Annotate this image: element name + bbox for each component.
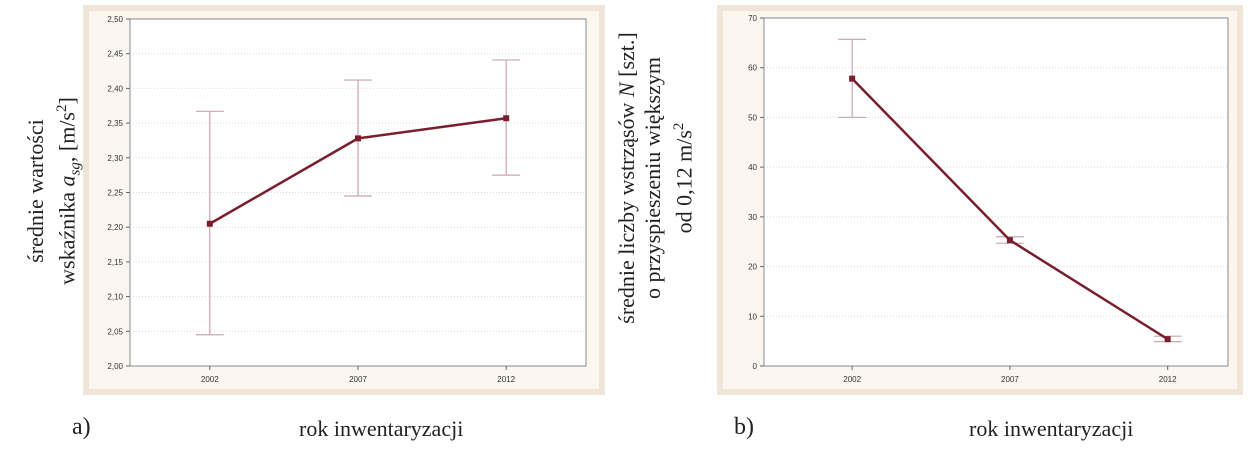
x-axis-label-a: rok inwentaryzacji [299,416,464,441]
y-tick-label: 2,25 [107,189,123,198]
y-tick-label: 2,05 [107,327,123,336]
y-tick-label: 2,00 [107,362,123,371]
chart-panel-b: średnie liczby wstrząsów N [szt.] o przy… [614,5,1243,400]
x-tick-label: 2012 [497,375,515,384]
y-tick-label: 40 [748,163,757,172]
x-tick-label: 2002 [201,375,219,384]
chart-b-plot: 0 10 20 30 40 50 60 70 2002 2007 2012 [717,5,1243,395]
x-tick-label: 2007 [349,375,367,384]
y-tick-label: 2,10 [107,293,123,302]
plot-area [763,17,1229,367]
chart-a-plot: 2,00 2,05 2,10 2,15 2,20 2,25 2,30 2,35 2,40 2,45… [83,5,605,395]
panel-label-b: b) [734,414,754,440]
panel-label-a: a) [72,414,91,440]
y-tick-label: 0 [753,362,758,371]
data-point [849,75,856,82]
x-tick-label: 2007 [1001,375,1019,384]
y-tick-label: 70 [748,14,757,23]
y-tick-label: 2,35 [107,119,123,128]
y-tick-label: 10 [748,312,757,321]
y-tick-label: 2,40 [107,84,123,93]
y-tick-label: 60 [748,64,757,73]
y-tick-label: 2,30 [107,154,123,163]
data-point [1164,336,1171,343]
y-tick-label: 2,50 [107,15,123,24]
y-tick-label: 30 [748,213,757,222]
chart-panel-a: średnie wartości wskaźnika asg, [m/s2] 2… [8,5,608,400]
y-tick-label: 2,45 [107,50,123,59]
x-tick-label: 2012 [1159,375,1177,384]
x-tick-label: 2002 [843,375,861,384]
data-point [355,135,361,142]
y-tick-label: 50 [748,113,757,122]
y-tick-label: 2,15 [107,258,123,267]
data-point [503,115,510,122]
data-point [1006,237,1013,244]
x-axis-label-b: rok inwentaryzacji [969,416,1134,441]
y-tick-label: 20 [748,263,757,272]
data-point [206,220,213,227]
y-tick-label: 2,20 [107,223,123,232]
